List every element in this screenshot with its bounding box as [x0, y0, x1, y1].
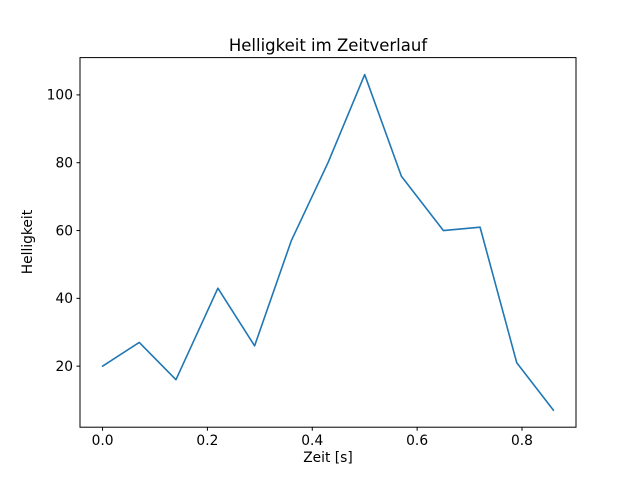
axes-spines: [79, 57, 577, 428]
y-tick-label: 40: [55, 291, 73, 307]
x-tick-label: 0.6: [406, 433, 428, 449]
y-tick-label: 60: [55, 223, 73, 239]
y-axis-label: Helligkeit: [20, 209, 36, 275]
x-tick-label: 0.2: [196, 433, 218, 449]
x-tick-label: 0.0: [92, 433, 114, 449]
x-axis-label: Zeit [s]: [303, 450, 353, 466]
chart-title: Helligkeit im Zeitverlauf: [228, 36, 428, 55]
series-line: [101, 73, 555, 412]
y-tick-label: 100: [47, 88, 73, 104]
x-tick-label: 0.8: [511, 433, 533, 449]
y-tick-label: 20: [55, 359, 73, 375]
x-tick-label: 0.4: [301, 433, 323, 449]
y-tick-label: 80: [55, 156, 73, 172]
